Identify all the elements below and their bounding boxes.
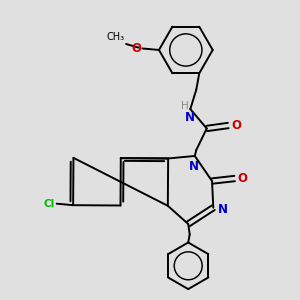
Text: O: O: [131, 42, 141, 55]
Text: N: N: [185, 111, 195, 124]
Text: CH₃: CH₃: [106, 32, 124, 43]
Text: H: H: [181, 101, 189, 111]
Text: N: N: [189, 160, 199, 172]
Text: O: O: [231, 119, 241, 132]
Text: N: N: [218, 203, 227, 216]
Text: Cl: Cl: [43, 199, 54, 209]
Text: O: O: [238, 172, 248, 185]
